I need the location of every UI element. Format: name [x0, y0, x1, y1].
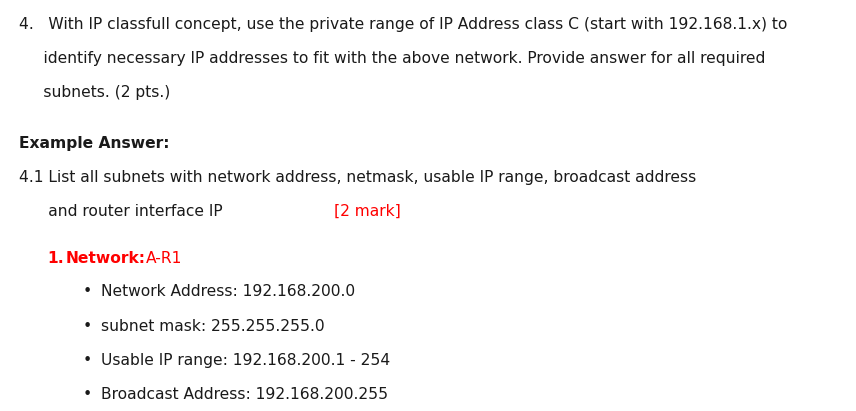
Text: Example Answer:: Example Answer:: [19, 136, 169, 150]
Text: •: •: [83, 387, 92, 402]
Text: subnets. (2 pts.): subnets. (2 pts.): [19, 85, 170, 100]
Text: 1.: 1.: [47, 251, 64, 266]
Text: 4.1 List all subnets with network address, netmask, usable IP range, broadcast a: 4.1 List all subnets with network addres…: [19, 170, 696, 185]
Text: Usable IP range: 192.168.200.1 - 254: Usable IP range: 192.168.200.1 - 254: [101, 353, 390, 367]
Text: •: •: [83, 284, 92, 299]
Text: •: •: [83, 319, 92, 333]
Text: Network:: Network:: [66, 251, 146, 266]
Text: Broadcast Address: 192.168.200.255: Broadcast Address: 192.168.200.255: [101, 387, 388, 402]
Text: [2 mark]: [2 mark]: [334, 204, 401, 219]
Text: A-R1: A-R1: [146, 251, 181, 266]
Text: 4.   With IP classfull concept, use the private range of IP Address class C (sta: 4. With IP classfull concept, use the pr…: [19, 17, 788, 32]
Text: and router interface IP: and router interface IP: [19, 204, 223, 219]
Text: Network Address: 192.168.200.0: Network Address: 192.168.200.0: [101, 284, 355, 299]
Text: subnet mask: 255.255.255.0: subnet mask: 255.255.255.0: [101, 319, 324, 333]
Text: identify necessary IP addresses to fit with the above network. Provide answer fo: identify necessary IP addresses to fit w…: [19, 51, 765, 66]
Text: •: •: [83, 353, 92, 367]
